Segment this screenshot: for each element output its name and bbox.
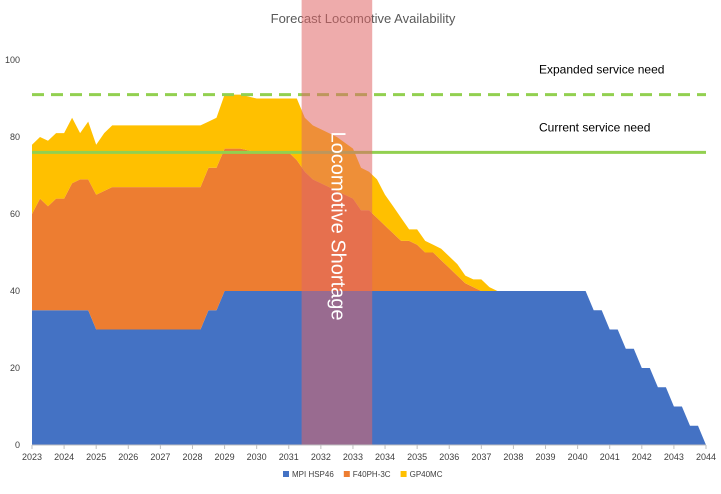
legend-label-2: GP40MC <box>410 470 443 479</box>
x-tick-label: 2037 <box>471 452 491 462</box>
x-tick-label: 2038 <box>503 452 523 462</box>
x-tick-label: 2039 <box>536 452 556 462</box>
y-tick-label: 60 <box>10 209 20 219</box>
area-series-2 <box>32 94 706 445</box>
x-tick-label: 2023 <box>22 452 42 462</box>
x-tick-label: 2036 <box>439 452 459 462</box>
y-tick-label: 40 <box>10 286 20 296</box>
legend: MPI HSP46 F40PH-3C GP40MC <box>283 470 443 479</box>
area-series-1 <box>32 148 706 445</box>
x-tick-label: 2034 <box>375 452 395 462</box>
x-tick-label: 2044 <box>696 452 716 462</box>
reference-label-0: Expanded service need <box>539 63 664 77</box>
legend-label-1: F40PH-3C <box>353 470 391 479</box>
y-tick-label: 20 <box>10 363 20 373</box>
x-tick-label: 2024 <box>54 452 74 462</box>
x-tick-label: 2035 <box>407 452 427 462</box>
x-tick-label: 2031 <box>279 452 299 462</box>
x-tick-label: 2025 <box>86 452 106 462</box>
legend-swatch-1 <box>343 471 350 477</box>
x-tick-label: 2032 <box>311 452 331 462</box>
x-tick-label: 2028 <box>182 452 202 462</box>
shortage-label: Locomotive Shortage <box>327 131 349 320</box>
y-tick-label: 0 <box>15 440 20 450</box>
x-tick-label: 2042 <box>632 452 652 462</box>
shortage-band-rect <box>301 0 373 445</box>
shortage-band: Locomotive Shortage <box>301 0 373 445</box>
x-tick-label: 2041 <box>600 452 620 462</box>
legend-swatch-0 <box>283 471 289 477</box>
legend-label-0: MPI HSP46 <box>292 470 334 479</box>
legend-swatch-2 <box>400 471 407 477</box>
x-tick-label: 2026 <box>118 452 138 462</box>
x-tick-label: 2043 <box>664 452 684 462</box>
y-tick-label: 100 <box>5 55 20 65</box>
x-tick-label: 2029 <box>215 452 235 462</box>
reference-label-1: Current service need <box>539 120 650 134</box>
x-tick-label: 2033 <box>343 452 363 462</box>
x-tick-label: 2030 <box>247 452 267 462</box>
x-tick-label: 2040 <box>568 452 588 462</box>
x-tick-label: 2027 <box>150 452 170 462</box>
y-tick-label: 80 <box>10 132 20 142</box>
